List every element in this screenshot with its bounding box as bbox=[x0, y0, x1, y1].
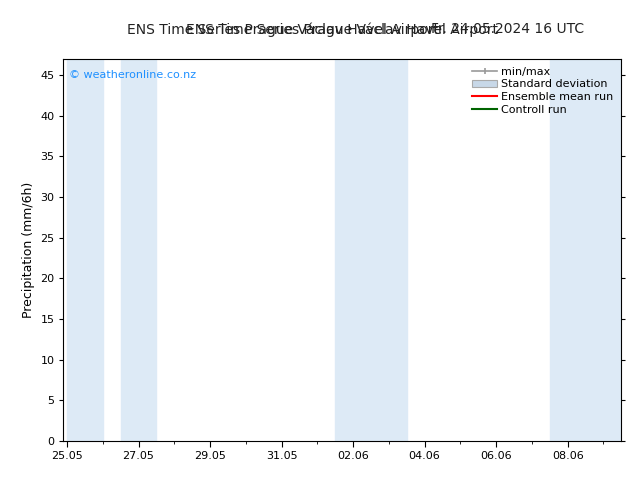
Text: ENS Time Series Prague Václav Havel Airport: ENS Time Series Prague Václav Havel Airp… bbox=[127, 22, 439, 37]
Y-axis label: Precipitation (mm/6h): Precipitation (mm/6h) bbox=[22, 182, 35, 318]
Bar bbox=[120, 59, 157, 441]
Bar bbox=[67, 59, 103, 441]
Text: ENS Time Series Prague Václav Havel Airport: ENS Time Series Prague Václav Havel Airp… bbox=[186, 22, 498, 37]
Legend: min/max, Standard deviation, Ensemble mean run, Controll run: min/max, Standard deviation, Ensemble me… bbox=[470, 64, 616, 117]
Bar bbox=[335, 59, 407, 441]
Bar bbox=[550, 59, 621, 441]
Text: © weatheronline.co.nz: © weatheronline.co.nz bbox=[69, 70, 196, 80]
Text: Fr. 24.05.2024 16 UTC: Fr. 24.05.2024 16 UTC bbox=[431, 22, 585, 36]
